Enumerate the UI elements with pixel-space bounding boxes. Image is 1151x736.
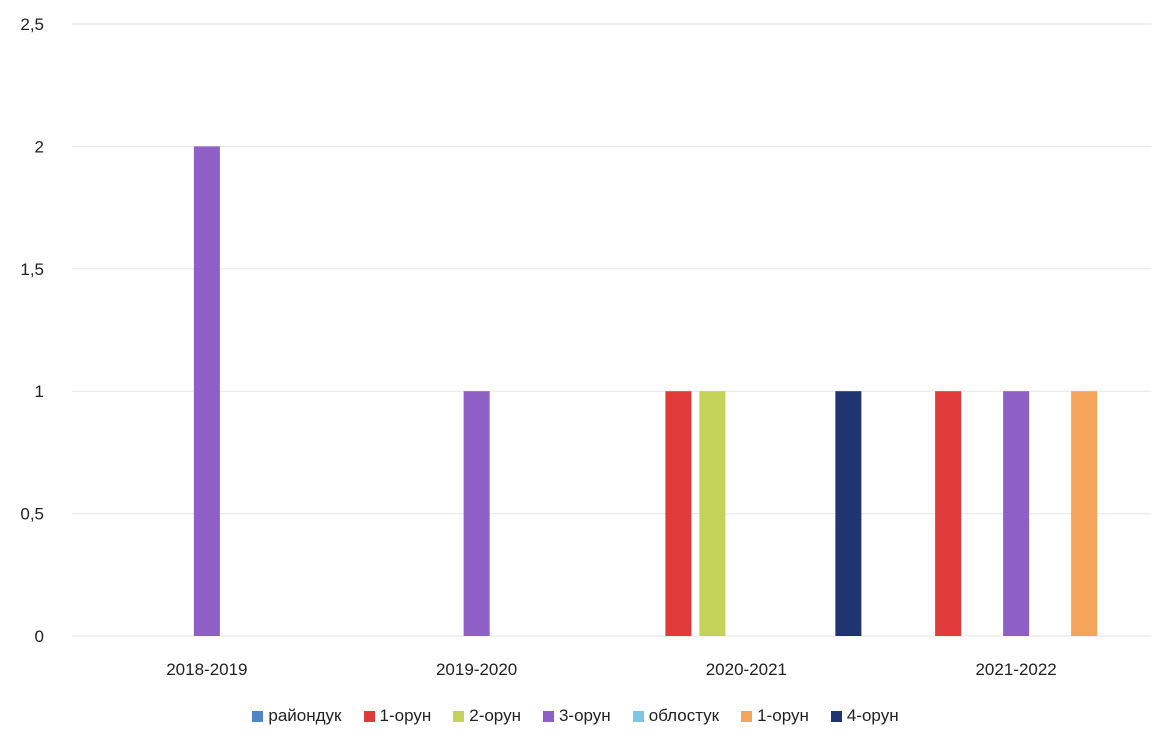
x-category-label: 2019-2020	[436, 660, 517, 679]
y-tick-label: 2	[35, 137, 44, 156]
legend-item: 2-орун	[453, 706, 521, 726]
x-category-label: 2018-2019	[166, 660, 247, 679]
legend-item: облостук	[632, 706, 720, 726]
y-tick-label: 0,5	[20, 505, 44, 524]
legend-label: 1-орун	[757, 706, 809, 725]
x-axis-category-labels: 2018-2019 2019-2020 2020-2021 2021-2022	[166, 660, 1057, 679]
legend-label: 1-орун	[379, 706, 432, 725]
bar	[935, 391, 962, 636]
legend-item: 1-орун	[741, 706, 809, 726]
legend-label: облостук	[648, 706, 720, 725]
bar	[1071, 391, 1098, 636]
bar	[835, 391, 862, 636]
bar	[665, 391, 692, 636]
bar	[193, 146, 220, 636]
legend-swatch	[252, 710, 264, 722]
legend-label: 3-орун	[558, 706, 611, 725]
bar	[699, 391, 726, 636]
legend-swatch	[453, 710, 465, 722]
bar	[1003, 391, 1030, 636]
legend-label: 4-орун	[846, 706, 899, 725]
legend-swatch	[542, 710, 554, 722]
y-axis-tick-labels: 0 0,5 1 1,5 2 2,5	[20, 15, 44, 646]
legend-swatch	[830, 710, 842, 722]
legend-label: райондук	[268, 706, 342, 725]
legend-item: райондук	[252, 706, 342, 726]
bar-chart: 0 0,5 1 1,5 2 2,5 2018-2019 2019-2020 2020-2021…	[20, 15, 1151, 679]
y-tick-label: 1	[35, 382, 44, 401]
gridlines	[72, 23, 1151, 637]
bars	[193, 146, 1098, 636]
x-category-label: 2021-2022	[975, 660, 1056, 679]
legend-label: 2-орун	[469, 706, 521, 725]
x-category-label: 2020-2021	[706, 660, 787, 679]
legend-item: 3-орун	[542, 706, 611, 726]
y-tick-label: 1,5	[20, 260, 44, 279]
legend-item: 4-орун	[830, 706, 899, 726]
legend-swatch	[632, 710, 644, 722]
bar	[463, 391, 490, 636]
legend-swatch	[741, 710, 753, 722]
y-tick-label: 0	[35, 627, 44, 646]
y-tick-label: 2,5	[20, 15, 44, 34]
legend: райондук 1-орун 2-орун 3-орун облостук 1-орун…	[0, 706, 1151, 726]
legend-swatch	[363, 710, 375, 722]
legend-item: 1-орун	[363, 706, 432, 726]
